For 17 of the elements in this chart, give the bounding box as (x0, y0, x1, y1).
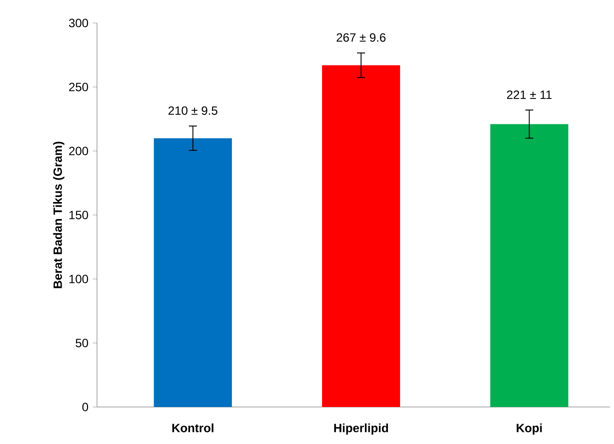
y-tick-label: 150 (69, 210, 88, 220)
y-tick-label: 0 (82, 402, 88, 412)
data-label: 210 ± 9.5 (168, 106, 218, 115)
bar (322, 65, 400, 407)
x-tick-label: Kopi (516, 423, 542, 435)
x-tick-label: Hiperlipid (334, 423, 388, 435)
data-label: 221 ± 11 (507, 90, 552, 99)
y-tick-label: 200 (69, 146, 88, 156)
bar (154, 138, 232, 407)
data-label: 267 ± 9.6 (336, 33, 386, 42)
bar (490, 124, 568, 407)
y-axis-title: Berat Badan Tikus (Gram) (53, 142, 64, 288)
x-tick-label: Kontrol (172, 423, 214, 432)
y-tick-label: 100 (69, 274, 88, 284)
y-tick-label: 300 (68, 18, 88, 28)
y-tick-label: 250 (69, 82, 88, 92)
y-tick-label: 50 (76, 338, 88, 348)
